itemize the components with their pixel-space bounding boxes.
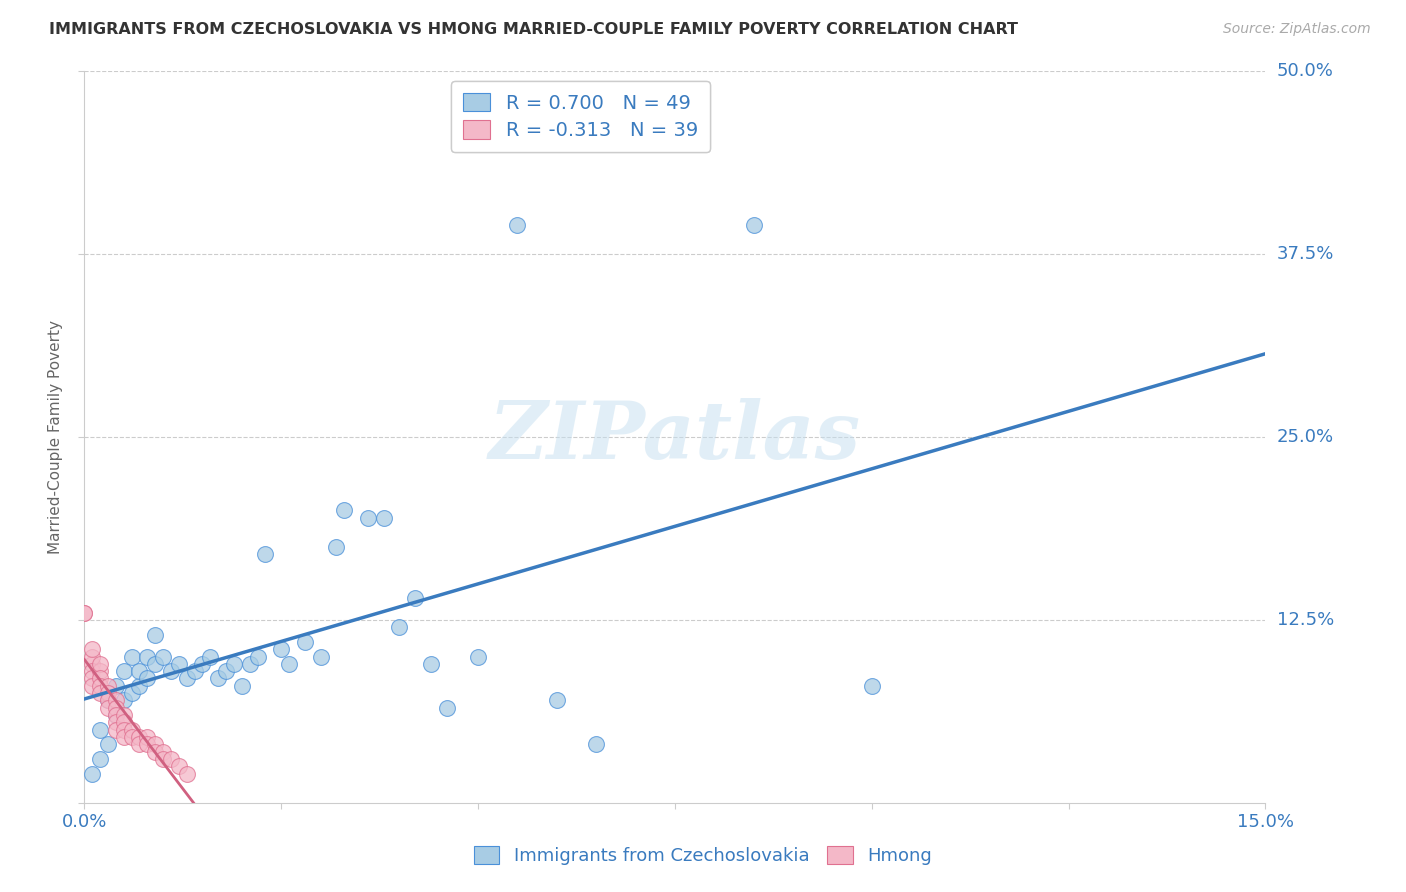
Point: [152, 752, 174, 766]
Point: [143, 627, 166, 641]
Point: [89, 657, 111, 671]
Point: [404, 591, 426, 605]
Point: [128, 664, 150, 678]
Point: [176, 672, 198, 686]
Point: [104, 693, 127, 707]
Point: [82, 642, 104, 657]
Point: [136, 737, 159, 751]
Point: [143, 657, 166, 671]
Point: [388, 620, 411, 634]
Point: [97, 700, 120, 714]
Text: IMMIGRANTS FROM CZECHOSLOVAKIA VS HMONG MARRIED-COUPLE FAMILY POVERTY CORRELATIO: IMMIGRANTS FROM CZECHOSLOVAKIA VS HMONG …: [49, 22, 1018, 37]
Point: [104, 708, 127, 723]
Point: [270, 642, 292, 657]
Point: [325, 540, 347, 554]
Point: [167, 657, 190, 671]
Point: [112, 708, 135, 723]
Point: [82, 664, 104, 678]
Point: [104, 715, 127, 730]
Point: [121, 723, 143, 737]
Point: [333, 503, 356, 517]
Point: [104, 679, 127, 693]
Point: [191, 657, 214, 671]
Text: ZIPatlas: ZIPatlas: [489, 399, 860, 475]
Point: [309, 649, 332, 664]
Point: [121, 730, 143, 744]
Point: [82, 657, 104, 671]
Point: [121, 686, 143, 700]
Point: [128, 730, 150, 744]
Point: [215, 664, 238, 678]
Legend: Immigrants from Czechoslovakia, Hmong: Immigrants from Czechoslovakia, Hmong: [465, 838, 941, 874]
Point: [585, 737, 607, 751]
Point: [183, 664, 205, 678]
Point: [97, 686, 120, 700]
Point: [143, 737, 166, 751]
Point: [97, 679, 120, 693]
Point: [357, 510, 380, 524]
Point: [89, 752, 111, 766]
Point: [222, 657, 245, 671]
Point: [82, 672, 104, 686]
Point: [207, 672, 229, 686]
Point: [373, 510, 395, 524]
Point: [239, 657, 262, 671]
Point: [112, 693, 135, 707]
Point: [128, 679, 150, 693]
Point: [742, 218, 765, 232]
Point: [97, 737, 120, 751]
Point: [254, 547, 277, 561]
Point: [546, 693, 568, 707]
Legend: R = 0.700   N = 49, R = -0.313   N = 39: R = 0.700 N = 49, R = -0.313 N = 39: [451, 81, 710, 152]
Y-axis label: Married-Couple Family Poverty: Married-Couple Family Poverty: [48, 320, 63, 554]
Point: [104, 723, 127, 737]
Point: [160, 752, 183, 766]
Text: Source: ZipAtlas.com: Source: ZipAtlas.com: [1223, 22, 1371, 37]
Point: [82, 679, 104, 693]
Point: [89, 672, 111, 686]
Point: [82, 766, 104, 780]
Point: [200, 649, 222, 664]
Point: [97, 693, 120, 707]
Text: 50.0%: 50.0%: [1277, 62, 1333, 80]
Point: [89, 723, 111, 737]
Point: [419, 657, 441, 671]
Point: [89, 679, 111, 693]
Point: [128, 737, 150, 751]
Point: [112, 730, 135, 744]
Point: [121, 649, 143, 664]
Point: [246, 649, 269, 664]
Point: [294, 635, 316, 649]
Point: [112, 723, 135, 737]
Text: 12.5%: 12.5%: [1277, 611, 1334, 629]
Point: [278, 657, 301, 671]
Point: [167, 759, 190, 773]
Text: 25.0%: 25.0%: [1277, 428, 1334, 446]
Point: [112, 715, 135, 730]
Point: [436, 700, 458, 714]
Point: [112, 664, 135, 678]
Point: [89, 686, 111, 700]
Point: [104, 708, 127, 723]
Point: [160, 664, 183, 678]
Point: [104, 700, 127, 714]
Point: [97, 693, 120, 707]
Point: [73, 606, 96, 620]
Text: 37.5%: 37.5%: [1277, 245, 1334, 263]
Point: [467, 649, 489, 664]
Point: [136, 649, 159, 664]
Point: [136, 730, 159, 744]
Point: [82, 649, 104, 664]
Point: [860, 679, 883, 693]
Point: [152, 649, 174, 664]
Point: [143, 745, 166, 759]
Point: [89, 664, 111, 678]
Point: [136, 672, 159, 686]
Point: [73, 606, 96, 620]
Point: [176, 766, 198, 780]
Point: [506, 218, 529, 232]
Point: [231, 679, 253, 693]
Point: [152, 745, 174, 759]
